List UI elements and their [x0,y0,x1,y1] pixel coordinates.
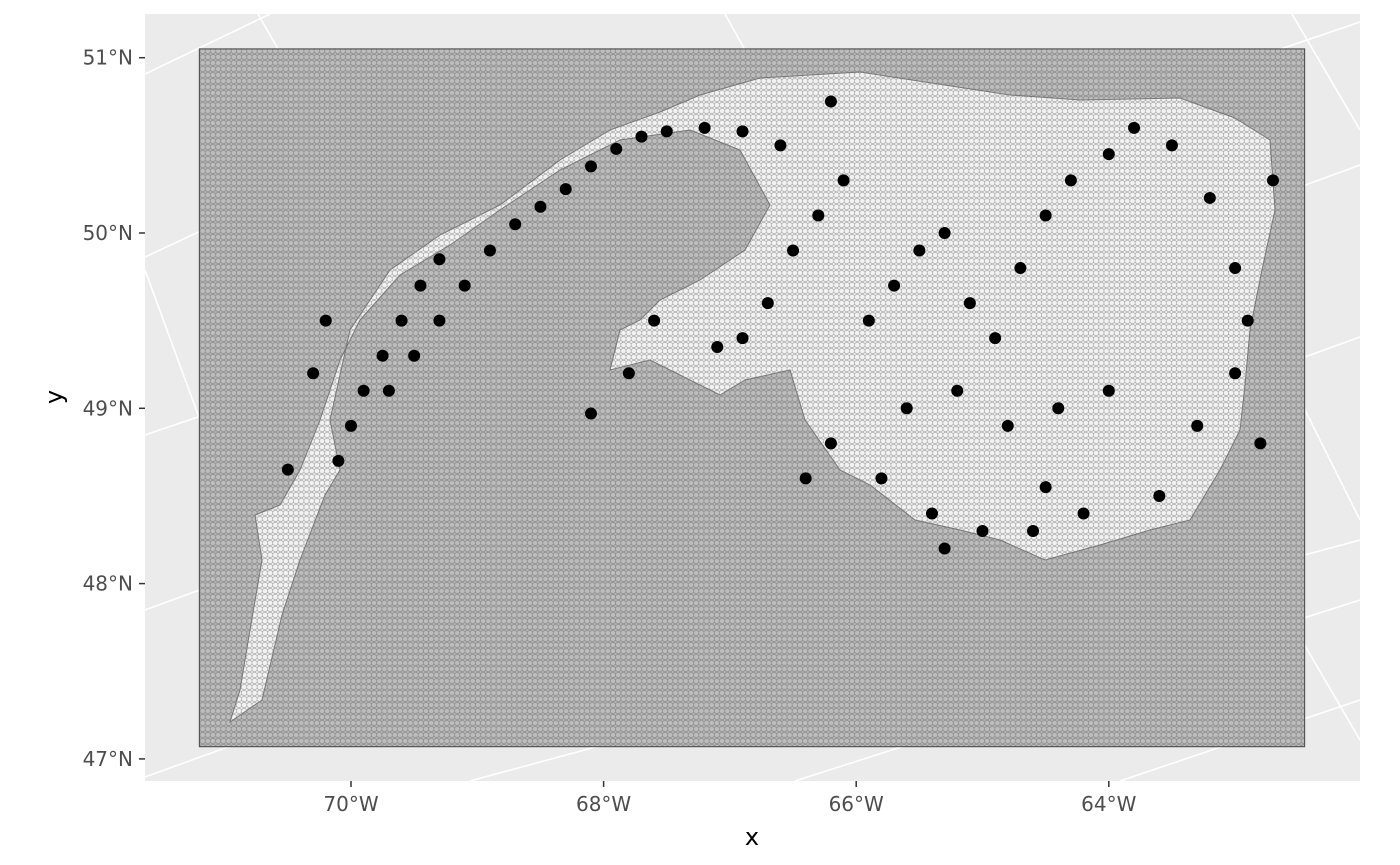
observation-point [875,472,888,485]
observation-point [433,253,446,266]
x-axis-title: x [745,823,759,851]
observation-point [584,160,597,173]
observations-layer [281,95,1279,555]
y-tick-label: 47°N [83,747,133,771]
observation-point [862,314,875,327]
x-tick-label: 66°W [829,792,884,816]
observation-point [812,209,825,222]
graticule-line [724,14,746,51]
observation-point [1052,402,1065,415]
observation-point [938,227,951,239]
observation-point [610,142,623,155]
observation-point [414,279,427,292]
observation-point [761,297,774,310]
observation-point [824,95,837,108]
observation-point [357,384,370,397]
x-tick-label: 68°W [576,792,631,816]
graticule-line [145,269,201,421]
observation-point [1039,209,1052,222]
observation-point [660,125,673,138]
observation-point [698,121,711,134]
graticule-line [1291,14,1360,131]
y-tick-label: 51°N [83,46,133,70]
observation-point [963,297,976,310]
observation-point [382,384,395,397]
observation-point [774,139,787,152]
observation-point [1153,489,1166,502]
observation-point [1165,139,1178,152]
y-tick-label: 50°N [83,221,133,245]
observation-point [635,130,648,143]
observation-point [345,419,357,432]
coastline [229,71,1276,724]
observation-point [408,349,421,362]
observation-point [319,314,332,327]
observation-point [648,314,661,327]
observation-point [711,340,724,353]
y-tick-label: 49°N [83,396,133,420]
observation-point [736,332,749,345]
observation-point [787,244,800,257]
observation-point [395,314,408,327]
observation-point [1229,262,1242,275]
observation-point [938,542,951,555]
observation-point [951,384,964,397]
observation-point [925,507,938,520]
observation-point [1102,384,1115,397]
observation-point [332,454,345,467]
observation-point [976,525,989,538]
observation-point [913,244,926,257]
observation-point [1229,367,1242,380]
observation-point [1001,419,1014,432]
observation-point [888,279,901,292]
observation-point [1102,148,1115,161]
observation-point [483,244,496,257]
observation-point [458,279,471,292]
y-axis-title: y [40,390,68,404]
observation-point [584,407,597,420]
observation-point [559,183,572,196]
observation-point [736,125,749,138]
observation-point [1254,437,1267,450]
graticule-line [145,14,271,75]
observation-point [1014,262,1027,275]
observation-point [1128,121,1141,134]
observation-point [376,349,389,362]
observation-point [1203,191,1216,204]
observation-point [281,463,294,476]
observation-point [509,218,522,231]
observation-point [1191,419,1204,432]
y-tick-label: 48°N [83,572,133,596]
observation-point [1241,314,1254,327]
observation-point [1064,174,1077,187]
observation-point [307,367,320,380]
observation-point [1027,525,1040,538]
graticule-line [1299,399,1360,521]
observation-point [1266,174,1279,187]
observation-point [1077,507,1090,520]
observation-point [824,437,837,450]
observation-point [1039,481,1052,494]
observation-point [837,174,850,187]
observation-point [989,332,1002,345]
x-tick-label: 64°W [1081,792,1136,816]
x-tick-label: 70°W [323,792,378,816]
observation-point [900,402,913,415]
observation-point [534,200,547,213]
observation-point [799,472,812,485]
observation-point [622,367,635,380]
observation-point [433,314,446,327]
